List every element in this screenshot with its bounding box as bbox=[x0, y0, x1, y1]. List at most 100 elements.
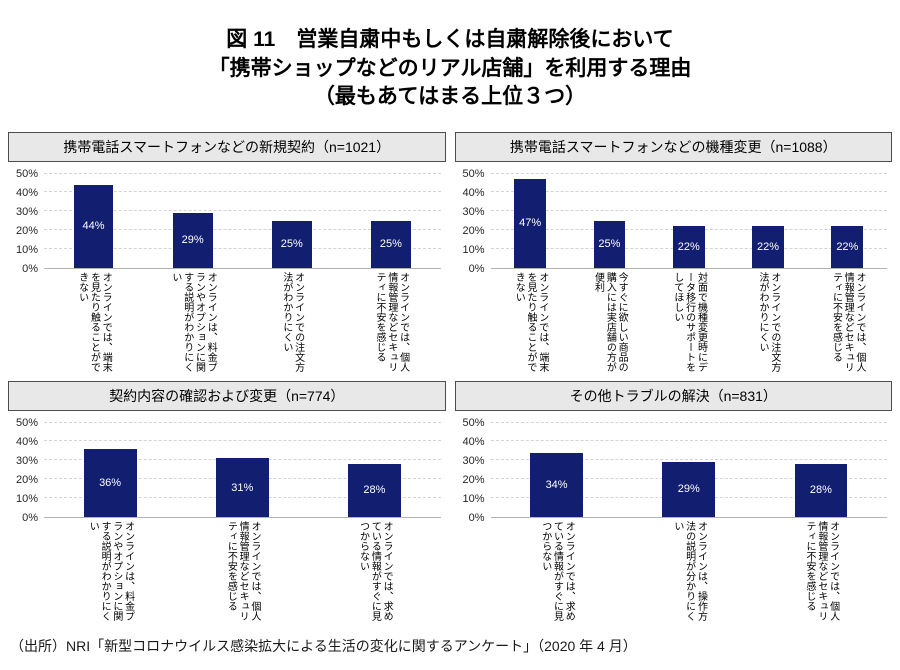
bar-value-label: 22% bbox=[757, 240, 780, 253]
chart-area: 50% 40% 30% 20% 10% 0% 36% 31% 28% bbox=[8, 411, 446, 524]
bar: 28% bbox=[348, 464, 401, 517]
bar: 31% bbox=[215, 458, 269, 517]
gridline bbox=[44, 229, 441, 231]
y-axis: 50% 40% 30% 20% 10% 0% bbox=[455, 168, 491, 275]
bar-slot: 44% bbox=[44, 174, 143, 268]
bar: 44% bbox=[73, 184, 114, 268]
category-labels-spacer bbox=[455, 518, 491, 624]
category-labels: オンラインは、料金プランやオプションに関する説明がわかりにくい オンラインでは、個… bbox=[8, 518, 441, 624]
category-labels-row: オンラインは、料金プランやオプションに関する説明がわかりにくい オンラインでは、個… bbox=[44, 518, 441, 624]
bar-slot: 25% bbox=[341, 174, 440, 268]
y-axis-tick: 30% bbox=[15, 205, 38, 218]
y-axis-tick: 20% bbox=[15, 473, 38, 486]
bar-slot: 22% bbox=[808, 174, 887, 268]
plot-area: 47% 25% 22% 22% 22% bbox=[490, 172, 888, 269]
chart-area: 50% 40% 30% 20% 10% 0% 47% 25% 22% 22% 22% bbox=[455, 162, 893, 275]
bars: 36% 31% 28% bbox=[44, 423, 441, 517]
category-labels-spacer bbox=[455, 269, 491, 375]
bar: 29% bbox=[662, 462, 716, 517]
category-slot: オンラインでは、個人情報管理などセキュリティに不安を感じる bbox=[755, 518, 887, 624]
bar: 29% bbox=[172, 213, 213, 268]
y-axis-tick: 20% bbox=[15, 224, 38, 237]
bar-slot: 22% bbox=[728, 174, 807, 268]
bar: 22% bbox=[752, 226, 784, 268]
y-axis-tick: 0% bbox=[468, 511, 485, 524]
y-axis-tick: 40% bbox=[462, 186, 485, 199]
category-labels-row: オンラインでは、求めている情報がすぐに見つからない オンラインは、操作方法の説明が… bbox=[491, 518, 888, 624]
chart-panel: 携帯電話スマートフォンなどの機種変更（n=1088） 50% 40% 30% 20% 1… bbox=[454, 131, 893, 375]
bar-slot: 22% bbox=[649, 174, 728, 268]
bar-value-label: 34% bbox=[545, 478, 568, 491]
chart-panel: 携帯電話スマートフォンなどの新規契約（n=1021） 50% 40% 30% 20% 1… bbox=[8, 131, 446, 375]
y-axis: 50% 40% 30% 20% 10% 0% bbox=[8, 168, 44, 275]
bar-value-label: 25% bbox=[280, 238, 303, 251]
y-axis-tick: 50% bbox=[15, 416, 38, 429]
plot-area: 36% 31% 28% bbox=[44, 421, 441, 518]
panel-title: その他トラブルの解決（n=831） bbox=[454, 380, 892, 411]
category-slot: オンラインでは、個人情報管理などセキュリティに不安を感じる bbox=[808, 269, 887, 375]
category-labels: オンラインでは、端末を見たり触ることができない 今すぐに欲しい商品の購入には実店舗… bbox=[455, 269, 888, 375]
gridline bbox=[490, 421, 887, 423]
category-label: 今すぐに欲しい商品の購入には実店舗の方が便利 bbox=[592, 271, 628, 372]
gridline bbox=[44, 247, 441, 249]
category-slot: オンラインでは、端末を見たり触ることができない bbox=[491, 269, 570, 375]
bar-value-label: 25% bbox=[598, 238, 621, 251]
bars: 47% 25% 22% 22% 22% bbox=[491, 174, 888, 268]
category-label: オンラインは、料金プランやオプションに関する説明がわかりにくい bbox=[87, 520, 134, 621]
panel-title: 契約内容の確認および変更（n=774） bbox=[8, 380, 446, 411]
bar-value-label: 22% bbox=[677, 240, 700, 253]
bars: 34% 29% 28% bbox=[491, 423, 888, 517]
bar-slot: 36% bbox=[44, 423, 176, 517]
category-slot: 今すぐに欲しい商品の購入には実店舗の方が便利 bbox=[570, 269, 649, 375]
y-axis-tick: 50% bbox=[15, 167, 38, 180]
y-axis-tick: 0% bbox=[468, 262, 485, 275]
bar: 28% bbox=[794, 464, 848, 517]
charts-grid: 携帯電話スマートフォンなどの新規契約（n=1021） 50% 40% 30% 20% 1… bbox=[8, 131, 893, 624]
category-label: 対面で機種変更時にデータ移行のサポートをしてほしい bbox=[671, 271, 707, 372]
bar: 36% bbox=[83, 448, 137, 517]
category-label: オンラインでは、個人情報管理などセキュリティに不安を感じる bbox=[374, 271, 409, 372]
y-axis-tick: 50% bbox=[462, 167, 485, 180]
y-axis-tick: 10% bbox=[15, 243, 38, 256]
chart-panel: その他トラブルの解決（n=831） 50% 40% 30% 20% 10% 0% 34% 2… bbox=[454, 380, 893, 624]
category-label: オンラインでは、端末を見たり触ることができない bbox=[76, 271, 112, 372]
figure-title-line2: 「携帯ショップなどのリアル店舗」を利用する理由 bbox=[208, 56, 692, 80]
gridline bbox=[44, 421, 441, 423]
chart-area: 50% 40% 30% 20% 10% 0% 44% 29% 25% 25% bbox=[8, 162, 446, 275]
bar-value-label: 25% bbox=[379, 238, 402, 251]
chart-panel: 契約内容の確認および変更（n=774） 50% 40% 30% 20% 10% 0% 36… bbox=[8, 380, 446, 624]
y-axis: 50% 40% 30% 20% 10% 0% bbox=[455, 417, 491, 524]
category-labels: オンラインでは、求めている情報がすぐに見つからない オンラインは、操作方法の説明が… bbox=[455, 518, 888, 624]
category-label: オンラインでは、個人情報管理などセキュリティに不安を感じる bbox=[225, 520, 260, 621]
category-labels-row: オンラインでは、端末を見たり触ることができない 今すぐに欲しい商品の購入には実店舗… bbox=[491, 269, 888, 375]
category-slot: オンラインでは、個人情報管理などセキュリティに不安を感じる bbox=[176, 518, 308, 624]
gridline bbox=[44, 440, 441, 442]
bar-value-label: 28% bbox=[363, 484, 386, 497]
bars: 44% 29% 25% 25% bbox=[44, 174, 441, 268]
bar-value-label: 36% bbox=[99, 476, 122, 489]
category-slot: オンラインは、料金プランやオプションに関する説明がわかりにくい bbox=[44, 518, 176, 624]
bar-value-label: 28% bbox=[809, 484, 832, 497]
y-axis: 50% 40% 30% 20% 10% 0% bbox=[8, 417, 44, 524]
gridline bbox=[490, 440, 887, 442]
gridline bbox=[44, 191, 441, 193]
category-slot: オンラインは、操作方法の説明が分かりにくい bbox=[623, 518, 755, 624]
y-axis-tick: 20% bbox=[462, 224, 485, 237]
bar-slot: 29% bbox=[143, 174, 242, 268]
panel-title: 携帯電話スマートフォンなどの機種変更（n=1088） bbox=[454, 131, 892, 162]
category-label: オンラインは、操作方法の説明が分かりにくい bbox=[671, 520, 707, 621]
category-slot: オンラインでは、求めている情報がすぐに見つからない bbox=[491, 518, 623, 624]
category-label: オンラインでの注文方法がわかりにくい bbox=[757, 271, 780, 372]
gridline bbox=[490, 172, 887, 174]
category-slot: オンラインでの注文方法がわかりにくい bbox=[728, 269, 807, 375]
figure-page: 図 11 営業自粛中もしくは自粛解除後において 「携帯ショップなどのリアル店舗」… bbox=[8, 28, 893, 654]
plot-area: 44% 29% 25% 25% bbox=[44, 172, 441, 269]
category-label: オンラインでは、個人情報管理などセキュリティに不安を感じる bbox=[804, 520, 839, 621]
bar: 25% bbox=[371, 220, 411, 268]
category-labels-spacer bbox=[8, 269, 44, 375]
category-label: オンラインでの注文方法がわかりにくい bbox=[280, 271, 304, 372]
chart-area: 50% 40% 30% 20% 10% 0% 34% 29% 28% bbox=[455, 411, 893, 524]
bar-slot: 29% bbox=[623, 423, 755, 517]
y-axis-tick: 10% bbox=[15, 492, 38, 505]
bar: 25% bbox=[593, 220, 626, 268]
